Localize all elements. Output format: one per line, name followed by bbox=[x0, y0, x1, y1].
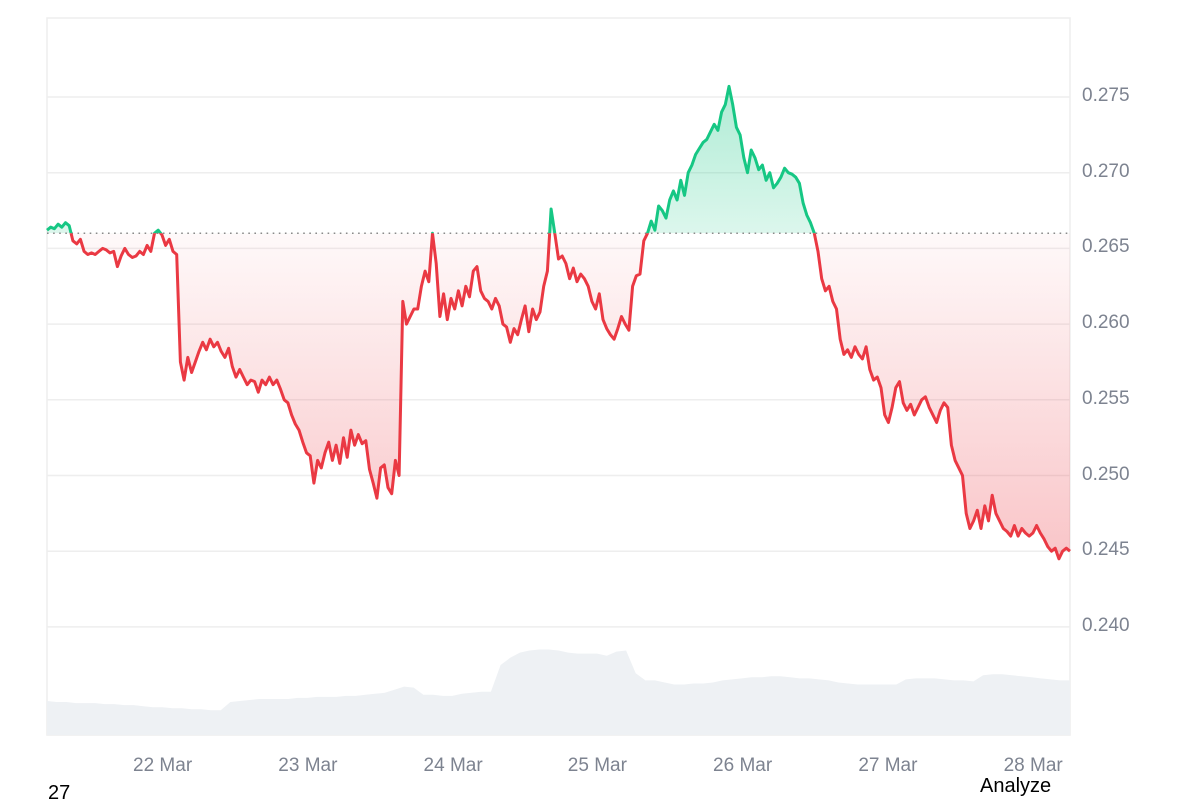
price-line bbox=[46, 84, 1071, 561]
y-tick-label: 0.250 bbox=[1082, 463, 1130, 485]
y-tick-label: 0.275 bbox=[1082, 85, 1130, 106]
y-tick-label: 0.245 bbox=[1082, 539, 1130, 561]
x-tick-label: 26 Mar bbox=[713, 755, 773, 776]
y-tick-label: 0.265 bbox=[1082, 236, 1130, 258]
x-tick-label: 25 Mar bbox=[567, 755, 627, 776]
y-tick-label: 0.270 bbox=[1082, 160, 1130, 182]
footer-left-label: 27 bbox=[48, 782, 71, 804]
y-tick-label: 0.260 bbox=[1082, 312, 1130, 334]
y-tick-label: 0.240 bbox=[1082, 614, 1130, 636]
volume-area bbox=[47, 649, 1070, 735]
x-tick-label: 27 Mar bbox=[858, 755, 918, 776]
y-tick-label: 0.255 bbox=[1082, 387, 1130, 409]
x-tick-label: 28 Mar bbox=[1003, 755, 1063, 776]
analyze-button[interactable]: Analyze bbox=[980, 775, 1052, 797]
x-tick-label: 23 Mar bbox=[278, 755, 338, 776]
x-tick-label: 22 Mar bbox=[133, 755, 193, 776]
price-fill bbox=[47, 86, 1070, 559]
x-tick-label: 24 Mar bbox=[423, 755, 483, 776]
